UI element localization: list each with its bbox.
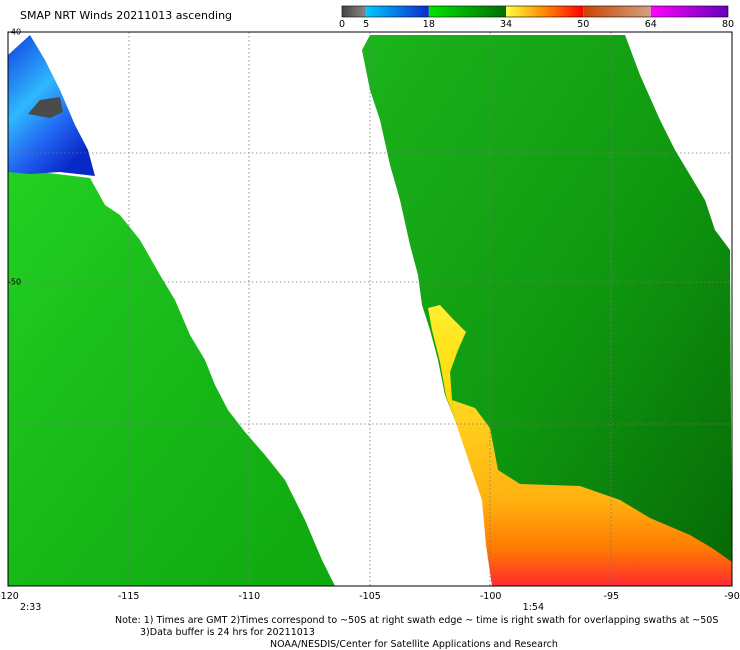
colorbar-tick-label: 18 <box>422 19 435 30</box>
colorbar-segment <box>342 6 367 17</box>
longitude-tick-label: -95 <box>603 591 620 602</box>
longitude-tick-label: -90 <box>724 591 740 602</box>
colorbar <box>341 5 729 18</box>
right-swath-green <box>362 35 732 586</box>
colorbar-segment <box>506 6 584 17</box>
colorbar-tick-label: 0 <box>338 19 346 30</box>
swath-time-label: 1:54 <box>522 602 544 613</box>
colorbar-tick-label: 80 <box>721 19 735 30</box>
calm-wind-patch <box>28 97 63 118</box>
left-swath-green <box>8 172 335 586</box>
longitude-tick-label: -110 <box>238 591 261 602</box>
colorbar-segment <box>583 6 651 17</box>
longitude-tick-label: -115 <box>117 591 140 602</box>
latitude-tick-label: -50 <box>8 277 22 287</box>
note-line-2: 3)Data buffer is 24 hrs for 20211013 <box>140 627 315 638</box>
colorbar-tick-label: 34 <box>500 19 513 30</box>
colorbar-segment <box>366 6 429 17</box>
colorbar-tick-label: 64 <box>644 19 657 30</box>
longitude-tick-label: -120 <box>0 591 19 602</box>
latitude-tick-label: -40 <box>8 27 22 37</box>
chart-title: SMAP NRT Winds 20211013 ascending <box>20 9 233 22</box>
colorbar-segment <box>428 6 507 17</box>
note-line-1: Note: 1) Times are GMT 2)Times correspon… <box>115 615 719 626</box>
right-swath-warm <box>452 400 732 586</box>
longitude-tick-label: -105 <box>359 591 381 602</box>
credit-line: NOAA/NESDIS/Center for Satellite Applica… <box>270 639 558 650</box>
colorbar-tick-label: 5 <box>363 19 370 30</box>
coastal-yellow-strip <box>428 305 466 420</box>
colorbar-tick-label: 50 <box>577 19 590 30</box>
swath-time-label: 2:33 <box>20 602 42 613</box>
longitude-tick-label: -100 <box>479 591 502 602</box>
graticule <box>8 32 732 586</box>
colorbar-segment <box>650 6 728 17</box>
wind-map <box>7 31 733 587</box>
